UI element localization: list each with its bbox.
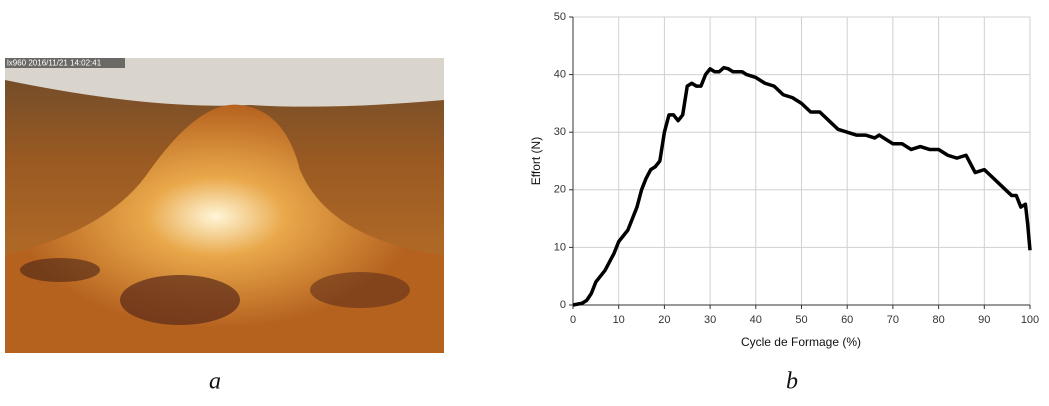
photo-overlay: lx960 2016/11/21 14:02:41: [7, 59, 102, 68]
y-tick-label: 40: [554, 69, 566, 81]
y-tick-label: 0: [560, 299, 566, 311]
x-tick-label: 100: [1021, 314, 1039, 326]
y-tick-label: 10: [554, 241, 566, 253]
y-tick-label: 50: [554, 11, 566, 23]
x-tick-label: 10: [613, 314, 625, 326]
x-tick-label: 70: [887, 314, 899, 326]
x-tick-label: 30: [704, 314, 716, 326]
caption: b: [786, 369, 798, 395]
photo: lx960 2016/11/21 14:02:41: [5, 58, 444, 353]
x-tick-label: 60: [841, 314, 853, 326]
caption: a: [209, 369, 221, 395]
x-tick-label: 0: [570, 314, 576, 326]
x-axis-label: Cycle de Formage (%): [741, 335, 861, 349]
y-tick-label: 30: [554, 126, 566, 138]
x-tick-label: 80: [932, 314, 944, 326]
x-tick-label: 40: [750, 314, 762, 326]
y-axis-label: Effort (N): [529, 137, 543, 185]
figure: lx960 2016/11/21 14:02:41 a b Cycle de F…: [0, 0, 1049, 401]
x-tick-label: 20: [658, 314, 670, 326]
x-tick-label: 90: [978, 314, 990, 326]
x-tick-label: 50: [795, 314, 807, 326]
y-tick-label: 20: [554, 184, 566, 196]
